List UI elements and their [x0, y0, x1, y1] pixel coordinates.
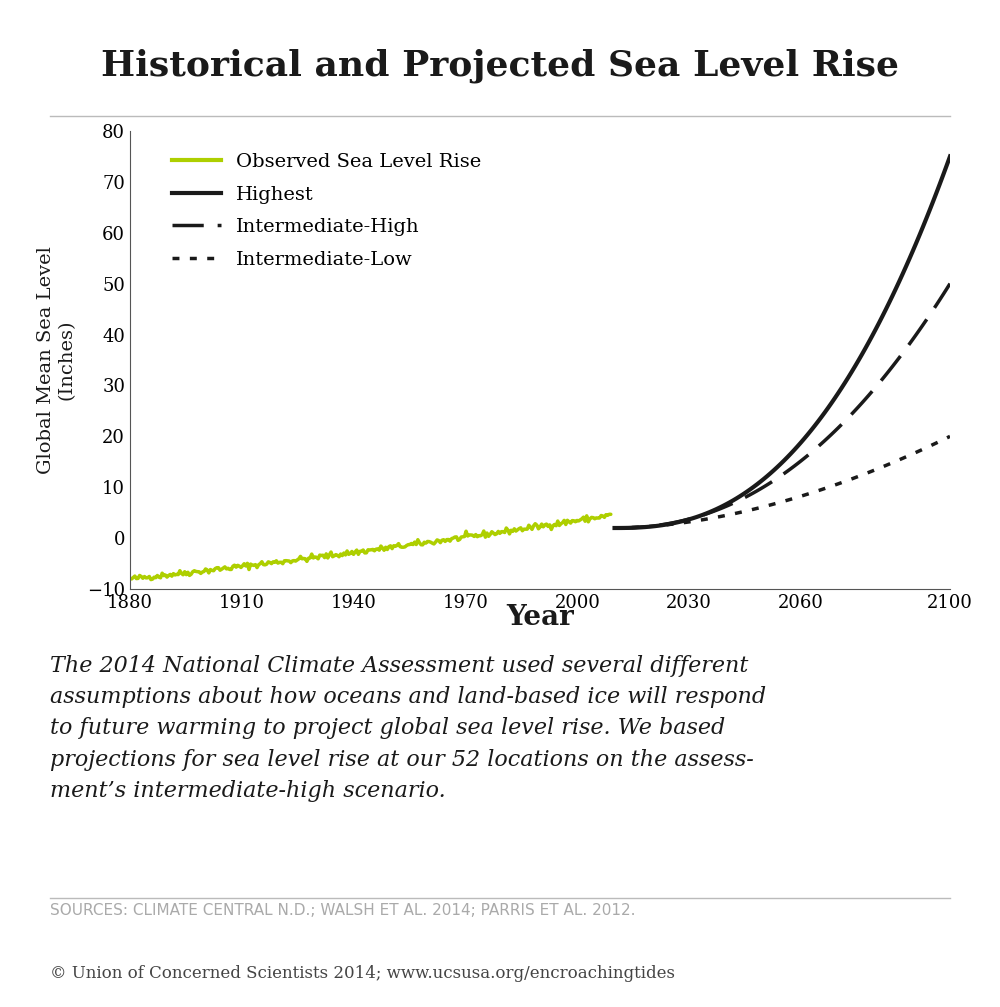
- Text: The 2014 National Climate Assessment used several different
assumptions about ho: The 2014 National Climate Assessment use…: [50, 655, 766, 802]
- Text: © Union of Concerned Scientists 2014; www.ucsusa.org/encroachingtides: © Union of Concerned Scientists 2014; ww…: [50, 966, 675, 982]
- Text: SOURCES: CLIMATE CENTRAL N.D.; WALSH ET AL. 2014; PARRIS ET AL. 2012.: SOURCES: CLIMATE CENTRAL N.D.; WALSH ET …: [50, 903, 636, 918]
- Text: Historical and Projected Sea Level Rise: Historical and Projected Sea Level Rise: [101, 48, 899, 83]
- Text: Year: Year: [506, 604, 574, 630]
- Y-axis label: Global Mean Sea Level
(Inches): Global Mean Sea Level (Inches): [37, 246, 76, 474]
- Legend: Observed Sea Level Rise, Highest, Intermediate-High, Intermediate-Low: Observed Sea Level Rise, Highest, Interm…: [164, 145, 489, 277]
